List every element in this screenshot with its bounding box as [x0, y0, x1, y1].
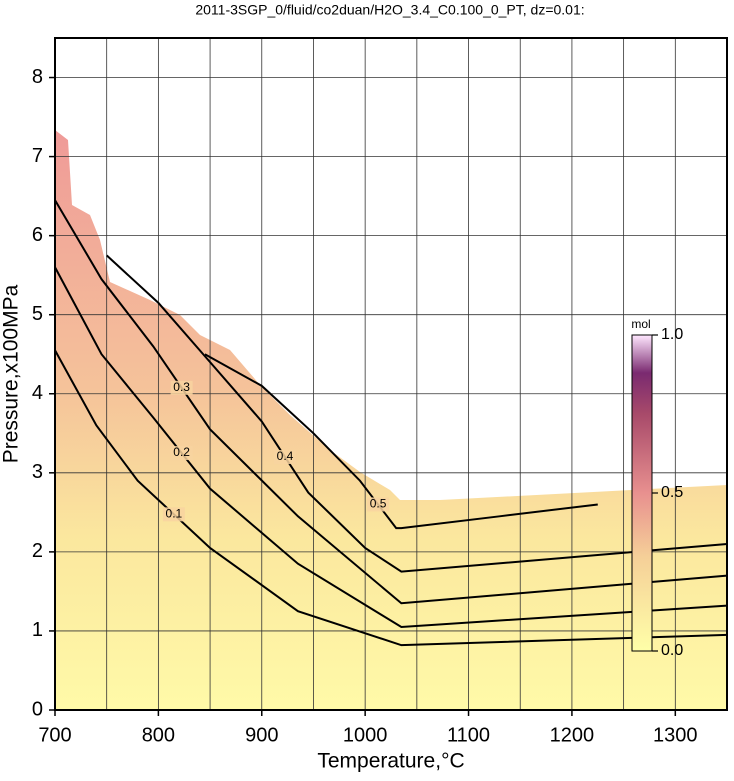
- x-axis-label: Temperature,°C: [317, 750, 464, 773]
- x-tick-label: 1000: [343, 724, 388, 746]
- y-tick-label: 0: [32, 698, 43, 720]
- y-tick-label: 3: [32, 461, 43, 483]
- contour-label-bg: [367, 497, 390, 512]
- field-region: [55, 130, 727, 710]
- plot-frame: [54, 37, 728, 711]
- x-tick-label: 900: [245, 724, 278, 746]
- contour-label-bg: [274, 450, 297, 465]
- colorbar-tick-label: 1.0: [661, 326, 683, 343]
- y-tick-label: 8: [32, 66, 43, 88]
- colorbar-tick-label: 0.5: [661, 484, 683, 501]
- contour-label: 0.1: [166, 507, 183, 521]
- chart-title: 2011-3SGP_0/fluid/co2duan/H2O_3.4_C0.100…: [195, 2, 584, 18]
- contour-label-bg: [170, 380, 193, 395]
- contour-line: [54, 349, 728, 647]
- contour-label-bg: [162, 507, 185, 522]
- colorbar: [631, 334, 653, 652]
- y-tick-label: 1: [32, 619, 43, 641]
- colorbar-tick-label: 0.0: [661, 642, 683, 659]
- contour-label-bg: [170, 446, 193, 461]
- x-tick-label: 1200: [550, 724, 595, 746]
- y-axis-label: Pressure,x100MPa: [0, 284, 23, 463]
- y-tick-label: 2: [32, 540, 43, 562]
- y-tick-label: 6: [32, 224, 43, 246]
- x-tick-label: 800: [142, 724, 175, 746]
- contour-line: [54, 199, 728, 605]
- contour-label: 0.2: [173, 445, 190, 459]
- y-tick-label: 5: [32, 303, 43, 325]
- y-tick-label: 7: [32, 145, 43, 167]
- x-tick-label: 1300: [653, 724, 698, 746]
- contour-label: 0.5: [370, 497, 387, 511]
- contour-label: 0.3: [173, 380, 190, 394]
- colorbar-label: mol: [631, 317, 650, 331]
- contour-label: 0.4: [277, 449, 294, 463]
- y-tick-label: 4: [32, 382, 43, 404]
- x-tick-label: 700: [38, 724, 71, 746]
- x-tick-label: 1100: [447, 724, 490, 746]
- contour-line: [54, 266, 728, 629]
